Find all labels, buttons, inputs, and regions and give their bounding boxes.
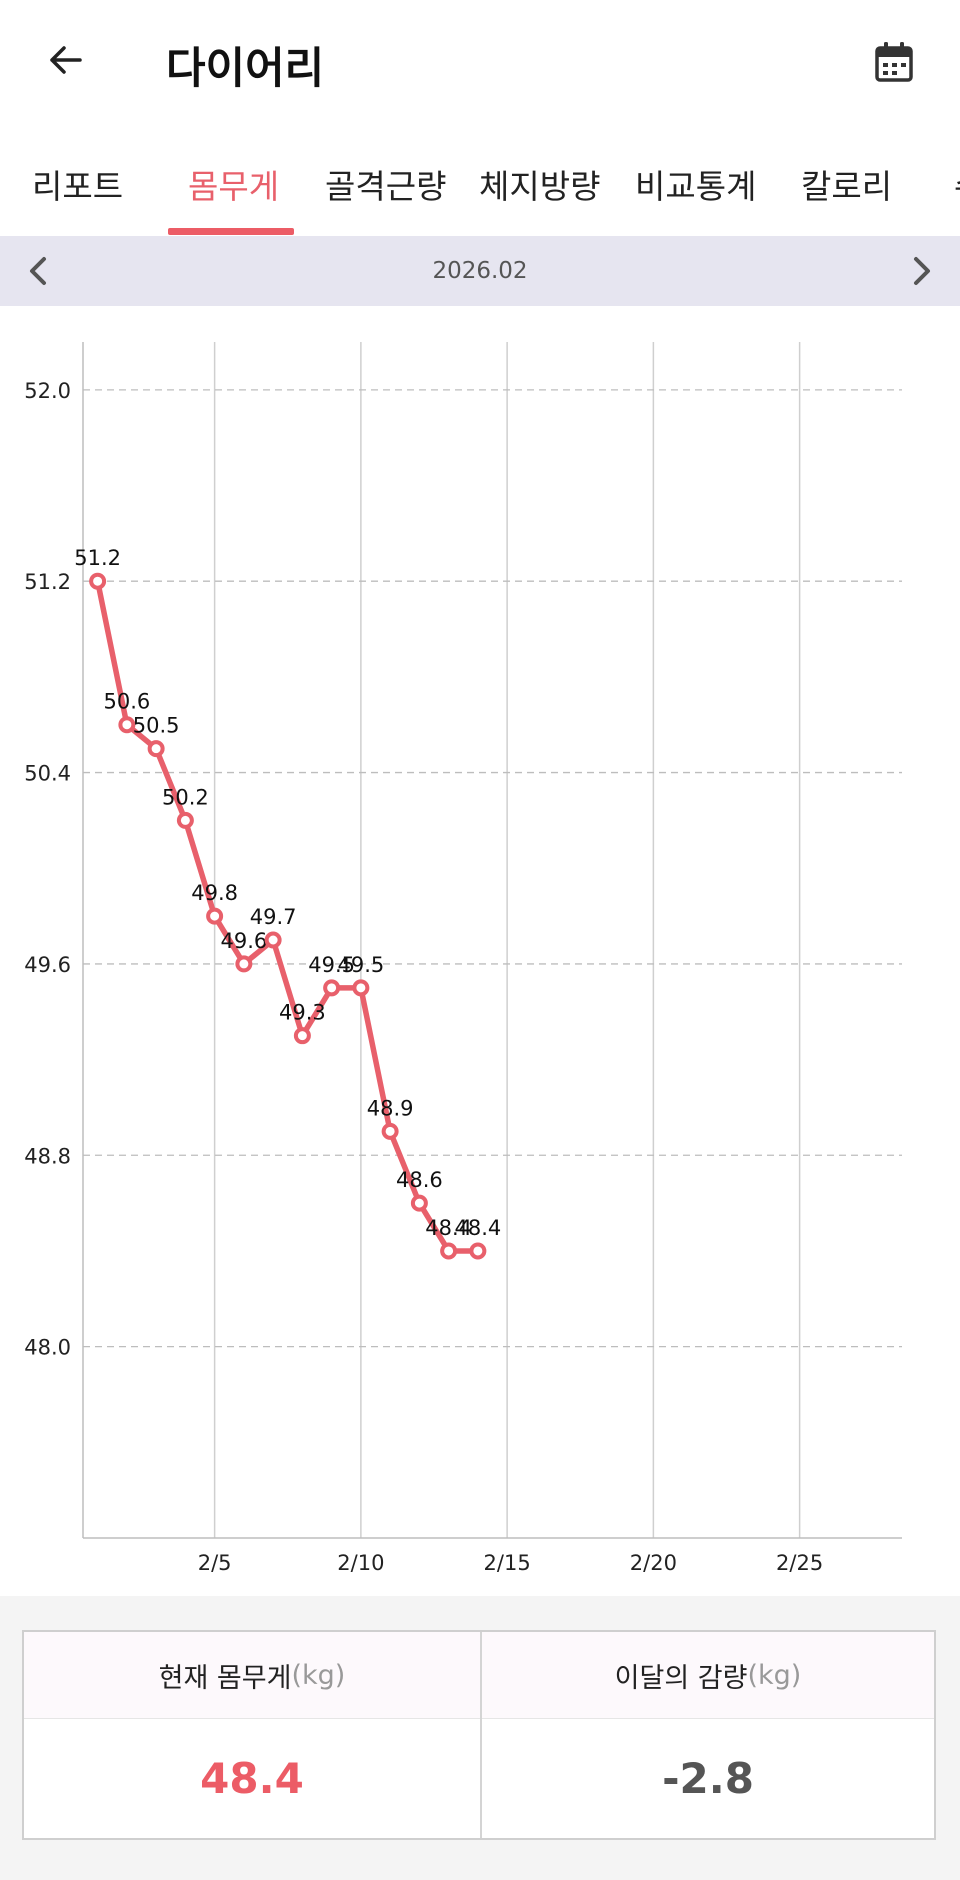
weight-series-line [94, 578, 481, 1254]
summary-divider [480, 1632, 482, 1838]
app-header: 다이어리 [0, 0, 960, 130]
tab-compare-stats[interactable]: 비교통계 [635, 167, 757, 206]
current-weight-header: 현재 몸무게 (kg) [24, 1632, 480, 1719]
data-value-label: 51.2 [74, 546, 121, 570]
weight-data-point [147, 740, 165, 758]
month-navigator: 2026.02 [0, 236, 960, 306]
y-tick-label: 52.0 [24, 379, 71, 403]
data-value-label: 49.8 [191, 881, 238, 905]
y-tick-label: 50.4 [24, 762, 71, 786]
weight-data-point [89, 572, 107, 590]
calendar-button[interactable] [864, 32, 924, 92]
x-tick-label: 2/15 [484, 1551, 531, 1575]
y-tick-label: 48.0 [24, 1336, 71, 1360]
data-value-label: 50.6 [103, 690, 150, 714]
weight-data-point [118, 716, 136, 734]
summary-section: 현재 몸무게 (kg) 이달의 감량 (kg) 48.4 -2.8 [0, 1596, 960, 1880]
x-tick-label: 2/5 [198, 1551, 232, 1575]
weight-data-point [293, 1027, 311, 1045]
chevron-left-icon [30, 257, 46, 285]
x-tick-label: 2/25 [776, 1551, 823, 1575]
x-tick-label: 2/10 [337, 1551, 384, 1575]
tab-weight[interactable]: 몸무게 [188, 167, 280, 206]
weight-data-point [469, 1242, 487, 1260]
weight-data-point [352, 979, 370, 997]
calendar-icon [875, 42, 913, 82]
current-weight-label: 현재 몸무게 [158, 1662, 292, 1694]
weight-line-chart: 2/5 2/10 2/15 2/20 2/2548.048.849.650.451.25… [24, 342, 902, 1575]
tab-report[interactable]: 리포트 [32, 167, 124, 206]
weight-data-point [381, 1122, 399, 1140]
active-tab-indicator [168, 228, 294, 235]
data-value-label: 49.6 [220, 929, 267, 953]
summary-table: 현재 몸무게 (kg) 이달의 감량 (kg) 48.4 -2.8 [22, 1630, 936, 1840]
monthly-loss-label: 이달의 감량 [614, 1662, 748, 1694]
tab-next-partial[interactable]: 수 [954, 160, 960, 208]
weight-chart-panel: 2/5 2/10 2/15 2/20 2/25 48.0 48.8 49.6 50.4 51.2 5… [0, 306, 960, 1596]
y-tick-label: 49.6 [24, 953, 71, 977]
tab-body-fat[interactable]: 체지방량 [479, 167, 601, 206]
data-value-label: 50.5 [133, 714, 180, 738]
back-button[interactable] [36, 30, 96, 90]
tab-calories[interactable]: 칼로리 [801, 167, 893, 206]
y-tick-label: 48.8 [24, 1144, 71, 1168]
arrow-left-icon [50, 46, 82, 74]
y-tick-label: 51.2 [24, 570, 71, 594]
chevron-right-icon [914, 257, 930, 285]
current-month-label: 2026.02 [432, 258, 528, 284]
data-value-label: 49.3 [279, 1001, 326, 1025]
data-value-label: 50.2 [162, 785, 209, 809]
data-value-label: 48.6 [396, 1168, 443, 1192]
page-title: 다이어리 [166, 44, 325, 94]
weight-data-point [206, 907, 224, 925]
current-weight-unit: (kg) [291, 1659, 346, 1691]
weight-data-point [323, 979, 341, 997]
data-value-label: 49.5 [337, 953, 384, 977]
weight-data-point [176, 811, 194, 829]
data-value-label: 49.5 [308, 953, 355, 977]
monthly-loss-value: -2.8 [662, 1753, 754, 1803]
next-month-button[interactable] [897, 246, 947, 296]
data-value-label: 48.4 [454, 1216, 501, 1240]
monthly-loss-unit: (kg) [747, 1659, 802, 1691]
weight-data-point [440, 1242, 458, 1260]
prev-month-button[interactable] [13, 246, 63, 296]
weight-data-point [410, 1194, 428, 1212]
data-value-label: 48.4 [425, 1216, 472, 1240]
data-value-label: 48.9 [367, 1096, 414, 1120]
x-tick-label: 2/20 [630, 1551, 677, 1575]
tab-bar: 리포트 몸무게 골격근량 체지방량 비교통계 칼로리 수 [0, 130, 960, 237]
weight-data-point [235, 955, 253, 973]
weight-data-point [264, 931, 282, 949]
current-weight-value: 48.4 [200, 1753, 304, 1803]
monthly-loss-header: 이달의 감량 (kg) [482, 1632, 934, 1719]
data-value-label: 49.7 [250, 905, 297, 929]
tab-skeletal-muscle[interactable]: 골격근량 [325, 167, 447, 206]
